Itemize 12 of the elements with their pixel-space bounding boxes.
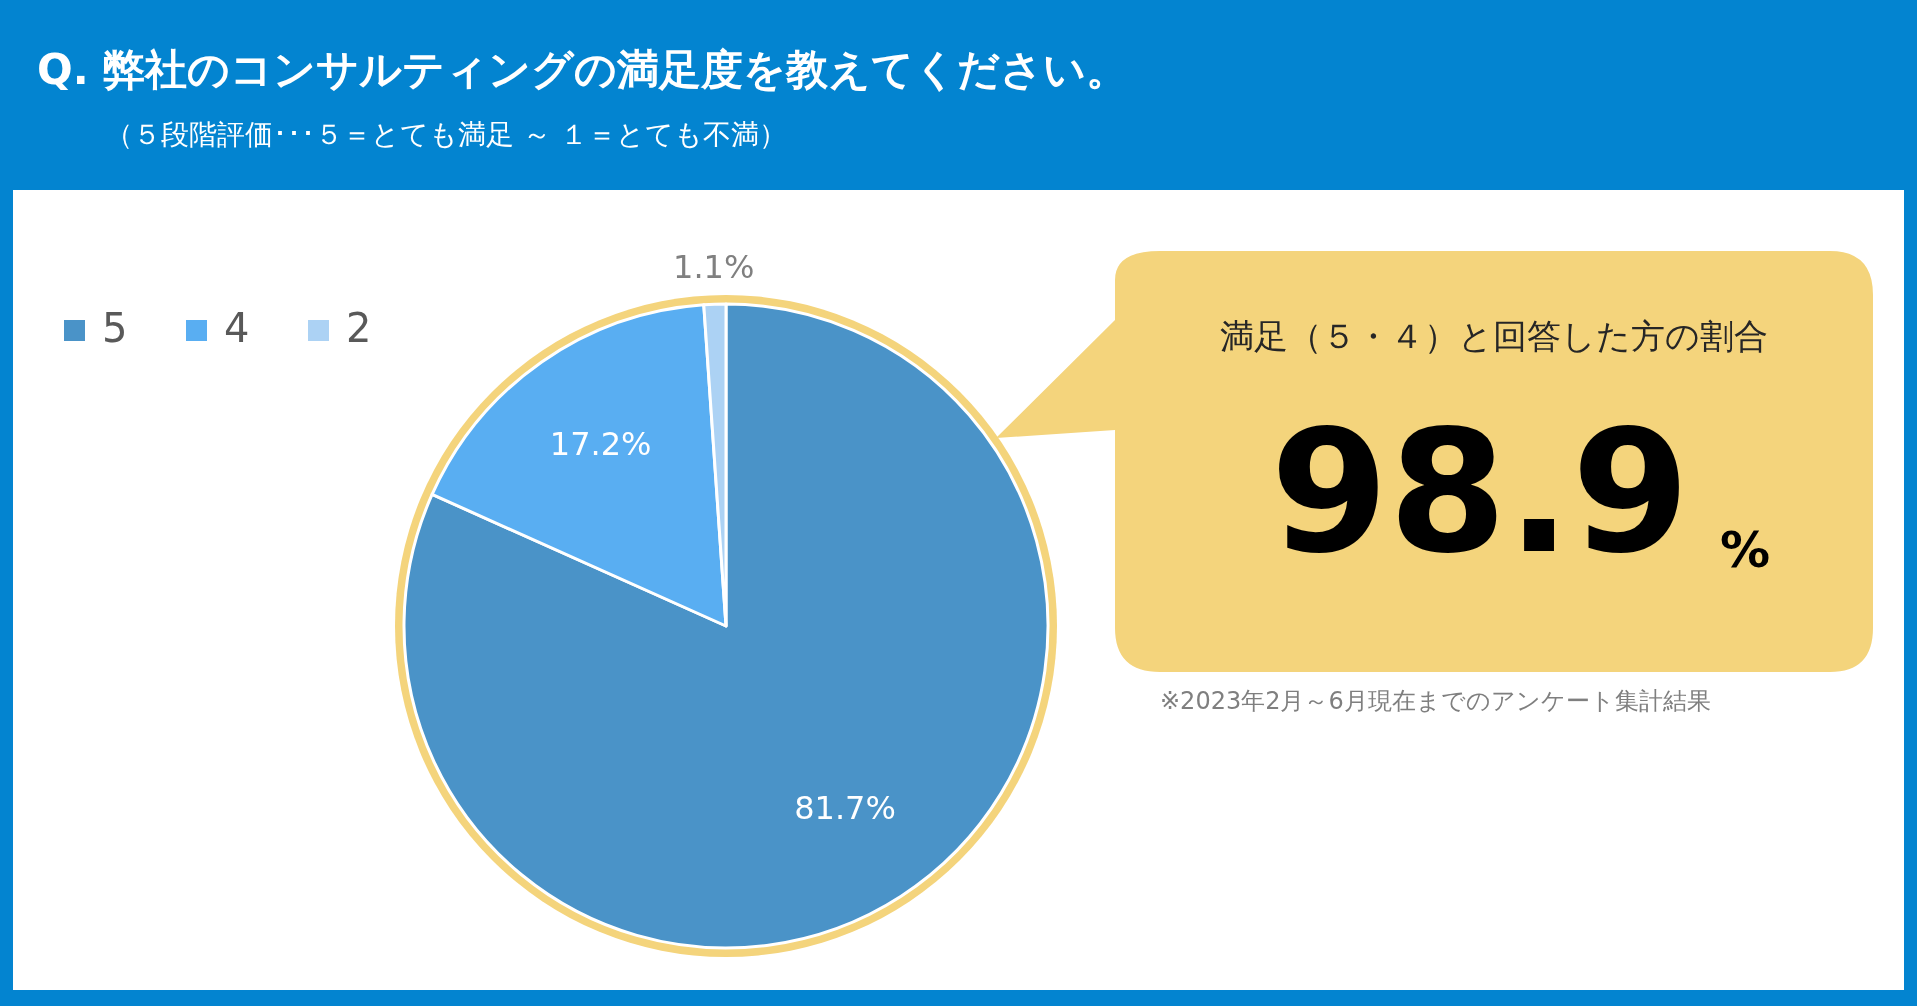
chart-subtitle: （５段階評価･･･５＝とても満足 ～ １＝とても不満）	[105, 118, 787, 151]
text: 98.9	[1270, 393, 1690, 592]
data-label: 81.7%	[794, 788, 896, 827]
legend-label: 5	[102, 305, 128, 351]
legend-label: 4	[224, 305, 250, 351]
data-label: 17.2%	[549, 425, 652, 464]
legend-label: 2	[346, 305, 372, 351]
text: 満足（５・４）と回答した方の割合	[1220, 315, 1768, 356]
data-label: 1.1%	[673, 248, 755, 287]
text: ※2023年2月～6月現在までのアンケート集計結果	[1160, 687, 1711, 715]
text: %	[1719, 520, 1771, 579]
chart-title: Q. 弊社のコンサルティングの満足度を教えてください。	[37, 44, 1129, 94]
